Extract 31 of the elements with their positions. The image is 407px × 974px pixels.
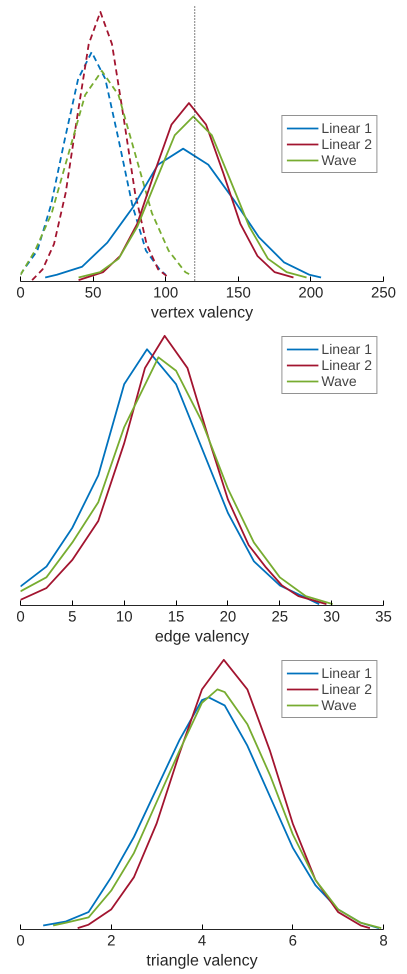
x-tick-label: 15: [168, 608, 184, 626]
x-tick-label: 250: [370, 284, 396, 302]
x-tick-label: 35: [375, 608, 392, 626]
x-axis-title: triangle valency: [146, 952, 258, 970]
x-tick-label: 0: [16, 284, 25, 302]
x-tick-label: 50: [84, 284, 102, 302]
legend-label: Linear 1: [321, 120, 372, 136]
x-tick-label: 25: [271, 608, 288, 626]
x-tick-label: 0: [16, 932, 25, 950]
x-axis-title: vertex valency: [150, 304, 254, 322]
x-tick-label: 0: [16, 608, 25, 626]
legend-label: Linear 2: [321, 681, 372, 697]
x-tick-label: 6: [288, 932, 297, 950]
x-tick-label: 200: [298, 284, 324, 302]
x-tick-label: 2: [107, 932, 116, 950]
legend-label: Wave: [321, 373, 357, 389]
x-tick-label: 30: [323, 608, 340, 626]
legend-label: Linear 1: [321, 665, 372, 681]
legend-label: Linear 2: [321, 136, 372, 152]
x-tick-label: 20: [220, 608, 236, 626]
x-tick-label: 4: [198, 932, 206, 950]
x-tick-label: 10: [116, 608, 133, 626]
legend-label: Wave: [321, 152, 357, 168]
x-axis-title: edge valency: [154, 628, 250, 646]
x-tick-label: 8: [379, 932, 388, 950]
x-tick-label: 150: [226, 284, 251, 302]
x-tick-label: 5: [68, 608, 77, 626]
legend-label: Linear 2: [321, 357, 372, 373]
x-tick-label: 100: [153, 284, 178, 302]
legend-label: Wave: [321, 697, 357, 713]
legend-label: Linear 1: [321, 341, 372, 357]
